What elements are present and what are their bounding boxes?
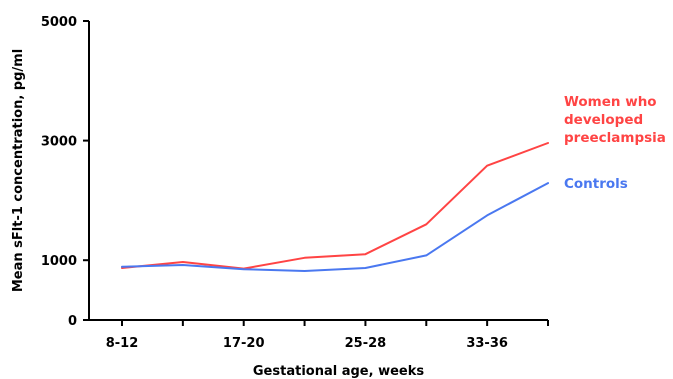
legend-label: Controls: [564, 176, 628, 192]
legend-label: Women who: [564, 94, 657, 110]
legend-label: developed: [564, 112, 643, 128]
y-tick-label: 0: [68, 314, 77, 329]
y-tick-label: 3000: [41, 135, 77, 150]
y-tick-label: 5000: [41, 15, 77, 30]
x-axis-label: Gestational age, weeks: [253, 364, 424, 379]
x-tick-label: 25-28: [345, 336, 387, 351]
x-tick-label: 33-36: [466, 336, 508, 351]
series-line-controls: [121, 182, 549, 272]
x-axis: 8-12 17-20 25-28 33-36: [89, 319, 549, 351]
y-axis-label: Mean sFlt-1 concentration, pg/ml: [11, 49, 26, 292]
x-tick-label: 8-12: [106, 336, 139, 351]
series-layer: [121, 142, 549, 272]
y-tick-label: 1000: [41, 254, 77, 269]
y-axis: 0 1000 3000 5000: [41, 15, 90, 329]
x-tick-label: 17-20: [223, 336, 265, 351]
legend-label: preeclampsia: [564, 130, 666, 146]
legend: Women who developed preeclampsia Controls: [564, 94, 666, 192]
series-line-preeclampsia: [121, 142, 549, 270]
